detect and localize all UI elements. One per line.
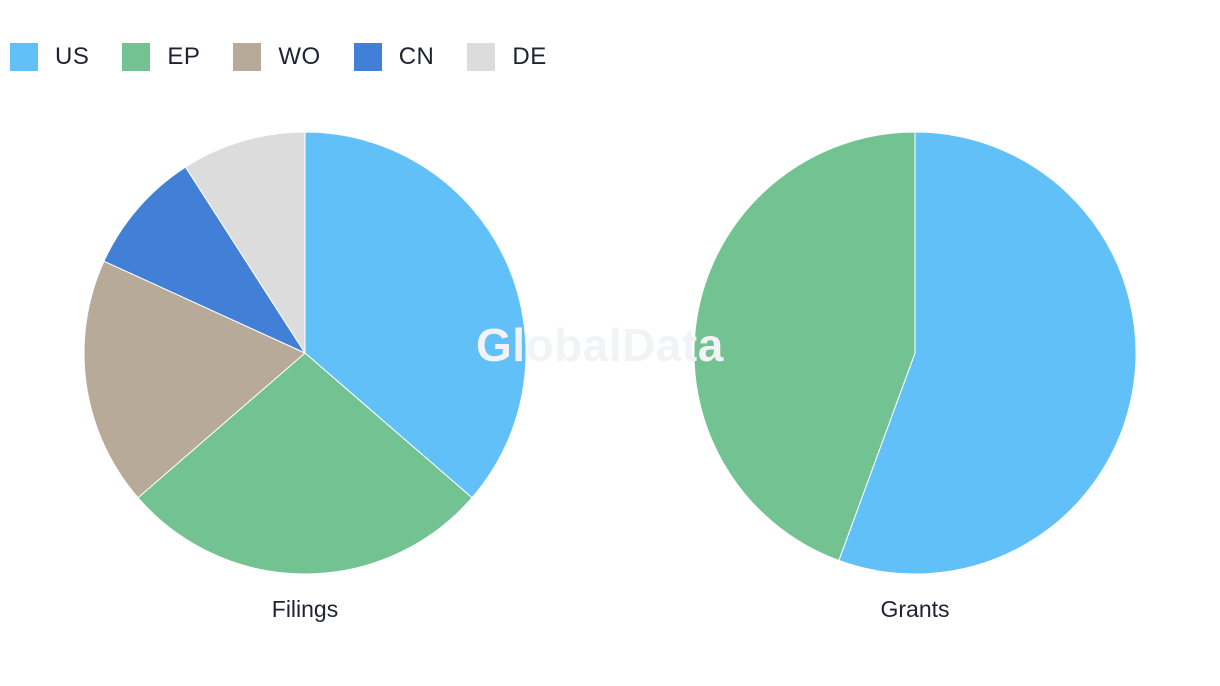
legend-item-cn[interactable]: CN [353,43,435,71]
legend-label-de: DE [512,43,547,70]
chart-label-grants: Grants [880,596,949,622]
legend-item-de[interactable]: DE [467,43,546,71]
legend-swatch-cn [353,43,382,71]
legend-item-wo[interactable]: WO [233,43,320,71]
pie-slice-filings-us[interactable] [304,131,527,499]
legend-label-us: US [55,43,90,70]
pie-slice-grants-us[interactable] [838,131,1137,575]
legend-item-ep[interactable]: EP [122,43,200,71]
pie-slice-filings-cn[interactable] [103,166,307,355]
pie-slice-filings-wo[interactable] [83,260,306,499]
legend-swatch-wo [233,43,262,71]
legend-label-cn: CN [398,43,435,70]
legend-item-us[interactable]: US [10,43,89,71]
legend-swatch-de [467,43,496,71]
legend: US EP WO CN DE [10,43,580,71]
chart-label-filings: Filings [272,596,338,622]
legend-label-ep: EP [167,43,201,70]
pie-slice-filings-ep[interactable] [137,352,473,575]
legend-label-wo: WO [278,43,321,70]
legend-swatch-us [10,43,38,71]
legend-swatch-ep [122,43,151,71]
pie-slice-filings-de[interactable] [184,131,306,355]
pie-slice-grants-ep[interactable] [693,131,916,562]
